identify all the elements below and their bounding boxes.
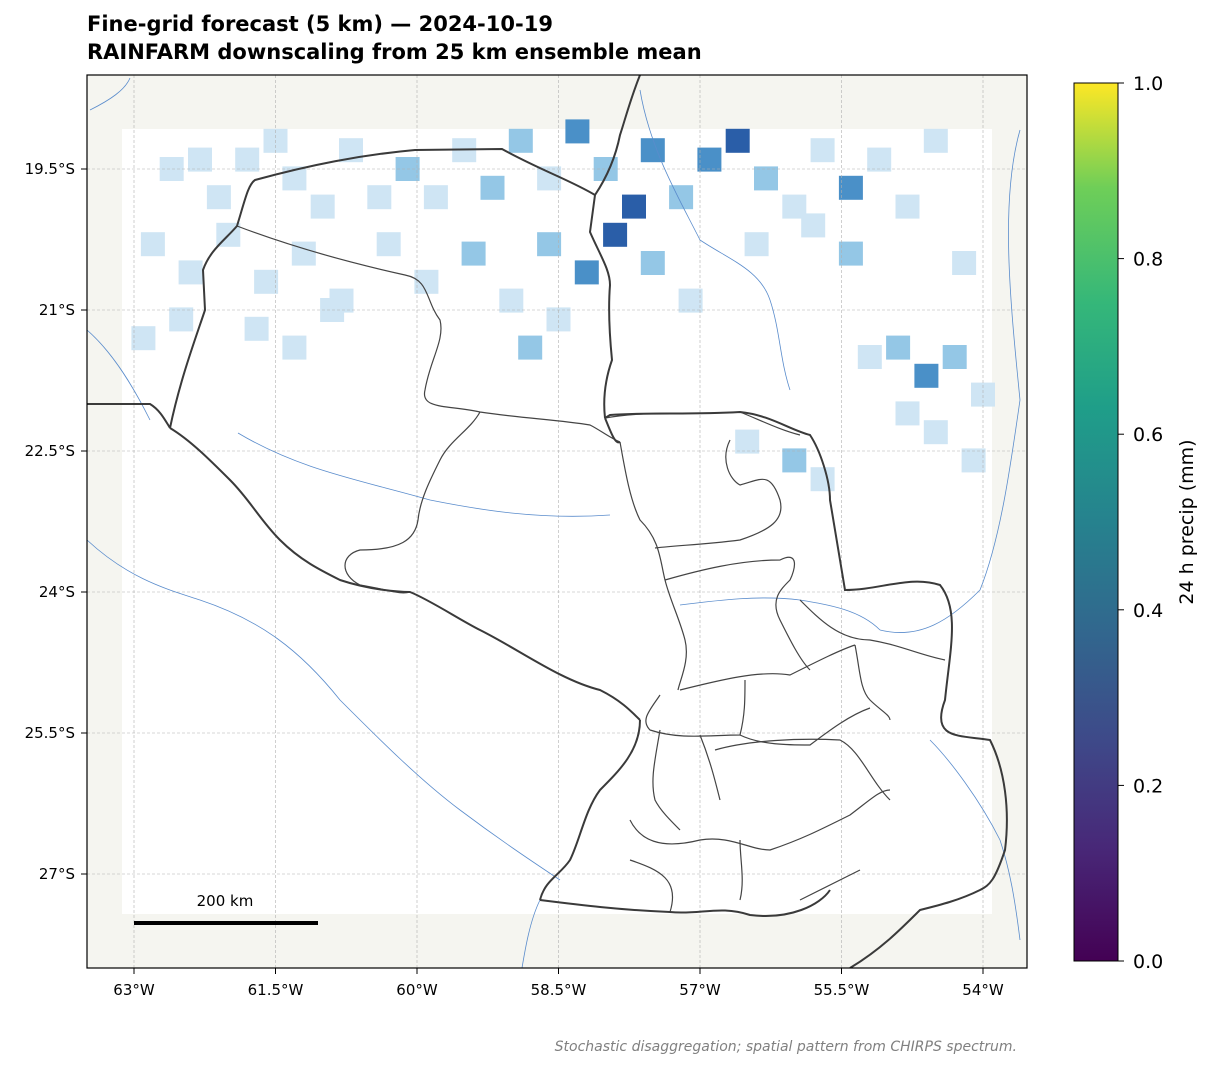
precip-cell bbox=[131, 326, 156, 351]
river-confuso bbox=[87, 329, 151, 421]
map-frame bbox=[86, 74, 1028, 969]
footnote: Stochastic disaggregation; spatial patte… bbox=[554, 1039, 1017, 1055]
lon-tick-label: 63°W bbox=[113, 981, 155, 999]
precip-cell bbox=[942, 345, 967, 369]
river-pilcomayo bbox=[237, 432, 611, 517]
precip-cell bbox=[914, 363, 939, 388]
precip-cell bbox=[423, 185, 448, 210]
lat-tick-label: 27°S bbox=[39, 865, 75, 883]
colorbar: 0.0 0.2 0.4 0.6 0.8 1.0 24 h precip (mm) bbox=[1073, 73, 1198, 973]
river-uruguay bbox=[929, 739, 1021, 941]
precip-cell bbox=[838, 241, 863, 266]
river-upper-left bbox=[89, 77, 131, 111]
precip-cell bbox=[461, 241, 486, 266]
precip-cell bbox=[622, 194, 646, 219]
precip-cell bbox=[735, 429, 760, 454]
lon-axis: 63°W 61.5°W 60°W 58.5°W 57°W 55.5°W 54°W bbox=[113, 968, 1004, 999]
precip-cell bbox=[744, 232, 769, 257]
precip-cell bbox=[282, 335, 307, 360]
lat-tick-label: 24°S bbox=[39, 583, 75, 601]
precip-cell bbox=[603, 222, 628, 247]
precip-cell bbox=[810, 138, 835, 163]
precip-cell bbox=[782, 448, 807, 473]
precip-cell bbox=[244, 316, 269, 341]
lat-tick-label: 21°S bbox=[39, 301, 75, 319]
colorbar-tick-label: 0.0 bbox=[1133, 951, 1163, 973]
precip-cell bbox=[310, 194, 335, 219]
precip-cell bbox=[886, 335, 911, 360]
lon-tick-label: 54°W bbox=[962, 981, 1004, 999]
lat-axis: 19.5°S 21°S 22.5°S 24°S 25.5°S 27°S bbox=[25, 160, 87, 883]
precip-cell bbox=[291, 241, 316, 266]
lat-tick-label: 19.5°S bbox=[25, 160, 75, 178]
colorbar-tick-label: 1.0 bbox=[1133, 73, 1163, 95]
precip-cell bbox=[178, 260, 203, 285]
precip-cell bbox=[725, 128, 750, 153]
precip-cell bbox=[565, 119, 590, 144]
precip-cell bbox=[895, 401, 920, 426]
scale-bar: 200 km bbox=[134, 892, 318, 925]
lon-tick-label: 58.5°W bbox=[531, 981, 587, 999]
lat-tick-label: 25.5°S bbox=[25, 724, 75, 742]
precip-cell bbox=[188, 147, 212, 172]
precip-cell bbox=[895, 194, 920, 219]
precip-cell bbox=[678, 288, 703, 313]
precip-cell bbox=[669, 185, 694, 210]
river-parana-upper bbox=[879, 129, 1021, 633]
precip-cell bbox=[254, 269, 279, 294]
precip-cell bbox=[499, 288, 524, 313]
precip-cell bbox=[952, 251, 977, 275]
colorbar-tick-label: 0.8 bbox=[1133, 249, 1163, 271]
river-tebicuary bbox=[679, 597, 881, 631]
precip-cell bbox=[810, 467, 835, 492]
map-title: Fine-grid forecast (5 km) — 2024-10-19 bbox=[87, 12, 553, 36]
precip-cell bbox=[754, 166, 778, 191]
precip-cell bbox=[235, 147, 260, 172]
map-subtitle: RAINFARM downscaling from 25 km ensemble… bbox=[87, 40, 702, 64]
precip-cell bbox=[867, 147, 892, 172]
rivers bbox=[87, 77, 1021, 968]
colorbar-label: 24 h precip (mm) bbox=[1176, 439, 1198, 604]
precip-cell bbox=[169, 307, 194, 332]
river-paraguay-north bbox=[639, 89, 791, 391]
colorbar-ticks: 0.0 0.2 0.4 0.6 0.8 1.0 bbox=[1118, 73, 1163, 973]
lon-tick-label: 57°W bbox=[679, 981, 721, 999]
precip-cell bbox=[367, 185, 392, 210]
precip-cell bbox=[697, 147, 722, 172]
lat-tick-label: 22.5°S bbox=[25, 442, 75, 460]
precip-cell bbox=[640, 251, 665, 275]
precip-cell bbox=[537, 166, 562, 191]
precip-cell bbox=[574, 260, 599, 285]
precip-cell bbox=[640, 138, 665, 163]
international-borders bbox=[87, 75, 1008, 968]
precip-cell bbox=[537, 232, 562, 257]
precip-cell bbox=[414, 269, 439, 294]
river-bermejo bbox=[87, 539, 561, 881]
precip-cell bbox=[961, 448, 986, 473]
lon-tick-label: 55.5°W bbox=[814, 981, 870, 999]
lon-tick-label: 61.5°W bbox=[248, 981, 304, 999]
precip-cell bbox=[508, 128, 533, 153]
colorbar-tick-label: 0.6 bbox=[1133, 424, 1163, 446]
precip-cell bbox=[140, 232, 165, 257]
colorbar-tick-label: 0.4 bbox=[1133, 600, 1163, 622]
precip-cell bbox=[480, 175, 505, 200]
precip-cell bbox=[206, 185, 231, 210]
scale-bar-label: 200 km bbox=[197, 892, 254, 910]
lon-tick-label: 60°W bbox=[396, 981, 438, 999]
precip-cell bbox=[923, 420, 948, 445]
precip-cell bbox=[838, 175, 863, 200]
colorbar-tick-label: 0.2 bbox=[1133, 775, 1163, 797]
precip-cell bbox=[518, 335, 543, 360]
precip-cell bbox=[376, 232, 401, 257]
precip-cell bbox=[801, 213, 826, 238]
river-south bbox=[521, 899, 541, 968]
precip-cell bbox=[857, 345, 882, 369]
colorbar-gradient bbox=[1073, 82, 1119, 962]
precip-cell bbox=[923, 128, 948, 153]
